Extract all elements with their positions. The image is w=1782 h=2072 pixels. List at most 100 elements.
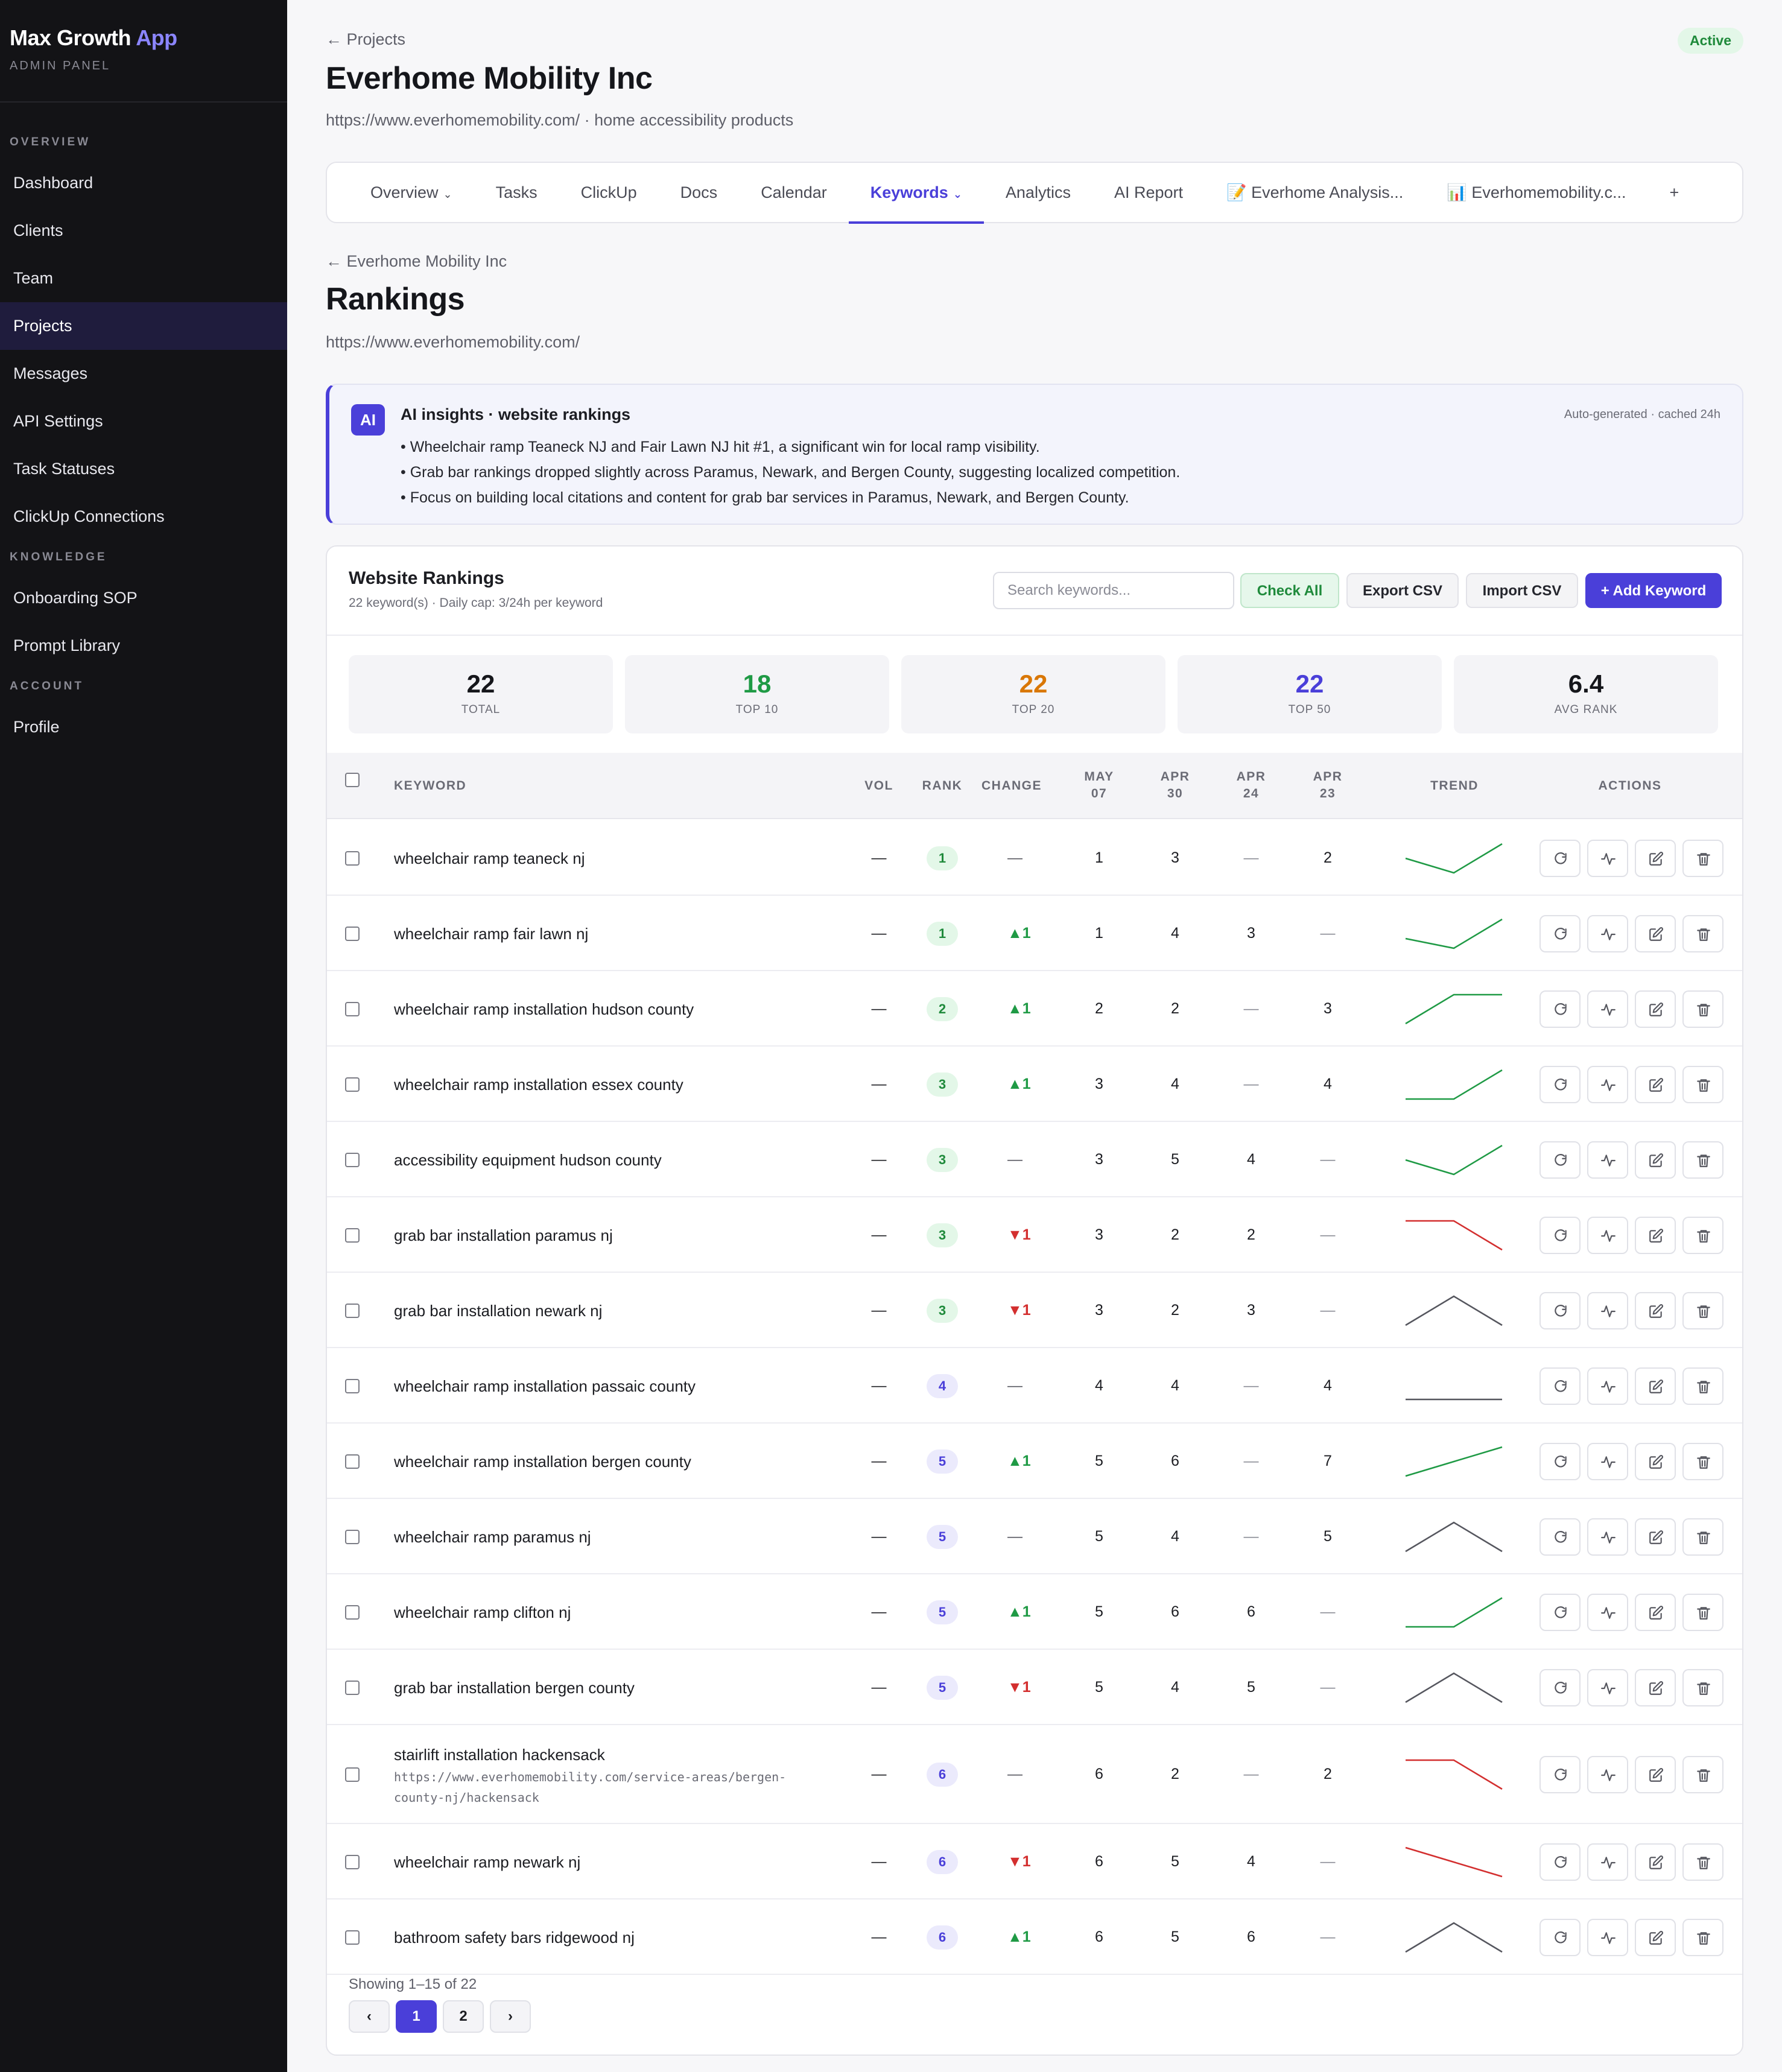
col-change[interactable]: CHANGE	[981, 779, 1042, 793]
view-history-button[interactable]	[1587, 839, 1628, 877]
page-1-button[interactable]: 1	[396, 2000, 437, 2033]
view-history-button[interactable]	[1587, 990, 1628, 1028]
back-to-projects-link[interactable]: ← Projects	[326, 30, 406, 48]
recheck-rank-button[interactable]	[1539, 1065, 1581, 1103]
import-csv-button[interactable]: Import CSV	[1466, 573, 1578, 608]
row-checkbox[interactable]	[345, 1454, 360, 1469]
edit-keyword-button[interactable]	[1635, 1668, 1676, 1706]
export-csv-button[interactable]: Export CSV	[1346, 573, 1459, 608]
sidebar-item-profile[interactable]: Profile	[13, 718, 60, 736]
view-history-button[interactable]	[1587, 1291, 1628, 1329]
sidebar-item-task-statuses[interactable]: Task Statuses	[13, 460, 115, 478]
edit-keyword-button[interactable]	[1635, 1756, 1676, 1793]
recheck-rank-button[interactable]	[1539, 1216, 1581, 1254]
delete-keyword-button[interactable]	[1682, 1065, 1723, 1103]
edit-keyword-button[interactable]	[1635, 1291, 1676, 1329]
delete-keyword-button[interactable]	[1682, 1918, 1723, 1956]
tab-3[interactable]: Docs	[659, 162, 740, 223]
add-keyword-button[interactable]: + Add Keyword	[1585, 573, 1722, 608]
edit-keyword-button[interactable]	[1635, 990, 1676, 1028]
row-checkbox[interactable]	[345, 1680, 360, 1695]
recheck-rank-button[interactable]	[1539, 1367, 1581, 1405]
sidebar-item-team[interactable]: Team	[13, 269, 54, 287]
row-checkbox[interactable]	[345, 1303, 360, 1318]
sidebar-item-dashboard[interactable]: Dashboard	[13, 174, 94, 192]
col-date-4[interactable]: APR 23	[1304, 768, 1352, 802]
delete-keyword-button[interactable]	[1682, 1518, 1723, 1556]
delete-keyword-button[interactable]	[1682, 1216, 1723, 1254]
sidebar-item-onboarding-sop[interactable]: Onboarding SOP	[13, 589, 138, 607]
delete-keyword-button[interactable]	[1682, 1593, 1723, 1631]
row-checkbox[interactable]	[345, 1529, 360, 1544]
select-all-checkbox[interactable]	[345, 773, 360, 787]
delete-keyword-button[interactable]	[1682, 839, 1723, 877]
sidebar-item-prompt-library[interactable]: Prompt Library	[13, 636, 121, 654]
sidebar-item-messages[interactable]: Messages	[13, 364, 88, 382]
view-history-button[interactable]	[1587, 1756, 1628, 1793]
view-history-button[interactable]	[1587, 1141, 1628, 1179]
recheck-rank-button[interactable]	[1539, 1141, 1581, 1179]
edit-keyword-button[interactable]	[1635, 1065, 1676, 1103]
edit-keyword-button[interactable]	[1635, 1518, 1676, 1556]
row-checkbox[interactable]	[345, 1152, 360, 1167]
recheck-rank-button[interactable]	[1539, 990, 1581, 1028]
sidebar-item-projects[interactable]: Projects	[0, 302, 287, 350]
recheck-rank-button[interactable]	[1539, 1593, 1581, 1631]
col-rank[interactable]: RANK	[922, 779, 963, 793]
recheck-rank-button[interactable]	[1539, 914, 1581, 952]
col-date-3[interactable]: APR 24	[1227, 768, 1275, 802]
check-all-button[interactable]: Check All	[1240, 573, 1339, 608]
row-checkbox[interactable]	[345, 1767, 360, 1782]
view-history-button[interactable]	[1587, 1918, 1628, 1956]
brand-title[interactable]: Max Growth App	[10, 25, 277, 51]
delete-keyword-button[interactable]	[1682, 914, 1723, 952]
edit-keyword-button[interactable]	[1635, 1216, 1676, 1254]
edit-keyword-button[interactable]	[1635, 1593, 1676, 1631]
sidebar-item-clients[interactable]: Clients	[13, 221, 63, 239]
recheck-rank-button[interactable]	[1539, 1843, 1581, 1881]
edit-keyword-button[interactable]	[1635, 839, 1676, 877]
delete-keyword-button[interactable]	[1682, 990, 1723, 1028]
recheck-rank-button[interactable]	[1539, 1518, 1581, 1556]
view-history-button[interactable]	[1587, 914, 1628, 952]
delete-keyword-button[interactable]	[1682, 1367, 1723, 1405]
tab-2[interactable]: ClickUp	[559, 162, 659, 223]
row-checkbox[interactable]	[345, 1930, 360, 1945]
row-checkbox[interactable]	[345, 926, 360, 941]
back-to-client-link[interactable]: ← Everhome Mobility Inc	[326, 252, 507, 270]
view-history-button[interactable]	[1587, 1668, 1628, 1706]
view-history-button[interactable]	[1587, 1843, 1628, 1881]
row-checkbox[interactable]	[345, 1228, 360, 1243]
row-checkbox[interactable]	[345, 851, 360, 866]
view-history-button[interactable]	[1587, 1065, 1628, 1103]
delete-keyword-button[interactable]	[1682, 1756, 1723, 1793]
tab-1[interactable]: Tasks	[474, 162, 559, 223]
edit-keyword-button[interactable]	[1635, 1918, 1676, 1956]
recheck-rank-button[interactable]	[1539, 839, 1581, 877]
row-checkbox[interactable]	[345, 1854, 360, 1869]
tab-6[interactable]: Analytics	[984, 162, 1092, 223]
recheck-rank-button[interactable]	[1539, 1668, 1581, 1706]
col-date-1[interactable]: MAY 07	[1075, 768, 1123, 802]
recheck-rank-button[interactable]	[1539, 1756, 1581, 1793]
prev-page-button[interactable]: ‹	[349, 2000, 390, 2033]
sidebar-item-clickup-connections[interactable]: ClickUp Connections	[13, 507, 165, 525]
delete-keyword-button[interactable]	[1682, 1668, 1723, 1706]
tab-7[interactable]: AI Report	[1092, 162, 1205, 223]
edit-keyword-button[interactable]	[1635, 1367, 1676, 1405]
row-checkbox[interactable]	[345, 1001, 360, 1016]
row-checkbox[interactable]	[345, 1605, 360, 1620]
recheck-rank-button[interactable]	[1539, 1918, 1581, 1956]
edit-keyword-button[interactable]	[1635, 1442, 1676, 1480]
view-history-button[interactable]	[1587, 1367, 1628, 1405]
search-keywords-input[interactable]: Search keywords...	[993, 572, 1234, 609]
col-keyword[interactable]: KEYWORD	[394, 779, 467, 793]
tab-5[interactable]: Keywords ⌄	[848, 162, 985, 224]
tab-0[interactable]: Overview ⌄	[349, 162, 474, 223]
delete-keyword-button[interactable]	[1682, 1442, 1723, 1480]
tab-10[interactable]: +	[1647, 162, 1701, 223]
view-history-button[interactable]	[1587, 1593, 1628, 1631]
row-checkbox[interactable]	[345, 1077, 360, 1092]
sidebar-item-api-settings[interactable]: API Settings	[13, 412, 103, 430]
recheck-rank-button[interactable]	[1539, 1442, 1581, 1480]
